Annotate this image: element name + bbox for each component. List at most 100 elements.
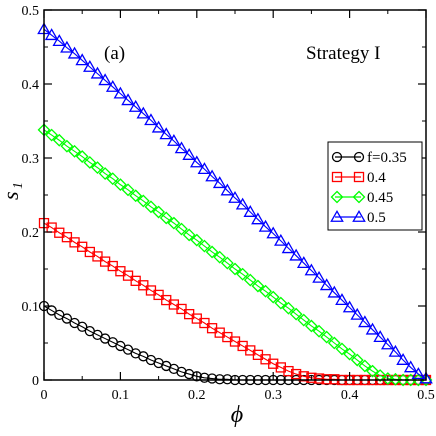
data-point [304,319,318,333]
x-tick-label: 0.1 [112,388,130,403]
data-point [176,303,187,315]
data-point [373,330,387,343]
data-point [296,256,311,269]
data-point [67,46,82,59]
legend-marker [353,151,365,163]
data-point [358,315,372,328]
data-point [138,280,149,291]
data-point [144,113,158,126]
data-point [243,273,257,287]
data-point [44,28,59,41]
data-point [60,139,74,153]
data-point [77,241,88,252]
legend-marker [352,209,366,222]
data-point [289,248,303,261]
data-point [136,106,151,119]
data-point [198,239,211,253]
series-diamond [37,123,433,387]
series-circle [38,300,432,386]
data-point [327,336,341,350]
data-point [205,245,219,259]
data-point [335,342,349,356]
x-tick-label: 0.4 [341,388,359,403]
data-point [220,183,235,196]
data-point [144,200,158,214]
legend-label: 0.4 [367,170,386,186]
data-point [289,307,303,321]
data-point [184,368,195,380]
data-point [228,190,242,203]
data-point [282,301,295,315]
y-axis-title: s 1 [0,182,26,200]
data-point [60,40,74,53]
data-point [350,353,364,367]
legend-marker [331,151,343,163]
y-tick-label: 0.2 [22,226,40,241]
series-layer [37,22,433,387]
data-point [52,34,67,47]
data-point [75,150,89,163]
data-point [189,155,204,168]
data-point [176,366,187,378]
y-tick-label: 0 [32,374,39,389]
data-point [281,241,296,254]
data-point [411,367,426,380]
data-point [319,278,334,291]
legend-item: 0.4 [331,170,386,186]
data-point [213,250,227,264]
data-point [90,66,105,79]
data-point [191,371,202,382]
data-point [77,321,88,332]
data-point [197,162,212,175]
y-axis-title-main: s [0,191,23,200]
data-point [98,73,112,86]
x-tick-label: 0.3 [264,388,282,403]
y-tick-label: 0.4 [22,78,40,93]
data-point [121,183,135,197]
data-point [306,372,317,383]
legend-marker [331,171,343,183]
data-point [212,176,227,189]
x-tick-label: 0.5 [417,388,435,403]
data-point [75,53,90,66]
data-point [258,219,273,232]
data-point [235,197,250,210]
data-point [266,290,280,304]
series-triangle [37,22,433,384]
data-point [91,161,104,175]
legend-marker [353,171,365,183]
data-point [313,373,325,384]
x-tick-label: 0 [41,388,48,403]
data-point [290,368,302,380]
data-point [365,322,380,335]
data-point [205,169,219,182]
data-point [182,148,196,160]
legend: f=0.35 0.4 0.45 0.5 [327,141,423,231]
data-point [52,133,66,147]
legend-item: 0.45 [330,190,393,206]
legend-label: f=0.35 [367,150,407,166]
x-tick-label: 0.2 [188,388,206,403]
legend-item: 0.5 [330,209,386,226]
data-point [128,99,143,112]
legend-items: f=0.35 0.4 0.45 0.5 [330,150,407,226]
data-point [275,362,286,373]
series-square [38,217,432,386]
data-point [236,267,250,281]
data-point [153,289,164,301]
data-point [68,144,81,158]
data-point [92,251,103,262]
data-point [283,365,294,377]
data-point [342,300,357,313]
data-point [304,263,319,276]
data-point [199,372,210,383]
data-point [98,167,112,180]
data-point [106,172,120,186]
data-point [159,211,173,225]
data-point [343,347,357,361]
data-point [366,364,379,378]
data-point [107,260,118,272]
data-point [251,212,265,225]
